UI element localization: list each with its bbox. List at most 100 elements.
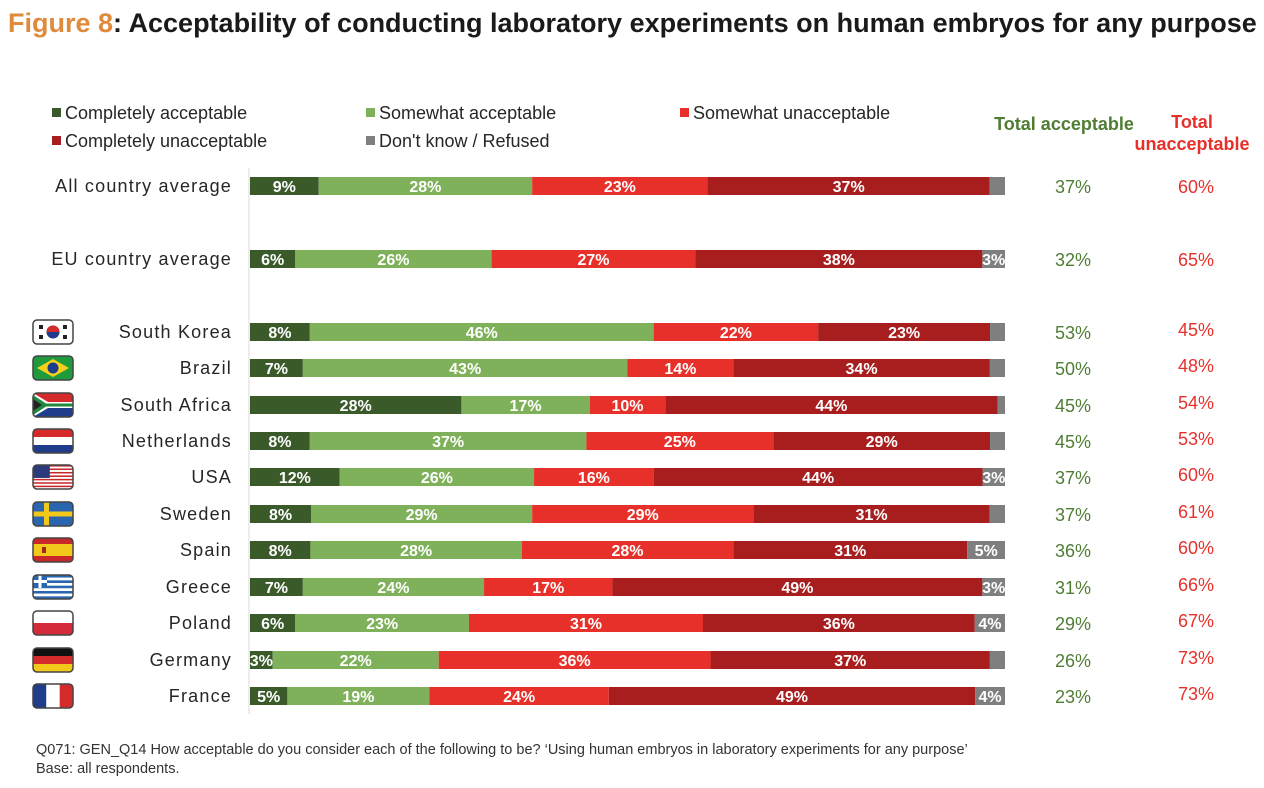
bar-segment-all-country-average-somewhat-unacceptable <box>532 177 708 195</box>
bar-segment-poland-somewhat-unacceptable <box>468 614 703 632</box>
data-label: 9% <box>273 179 296 196</box>
total-acceptable-value: 37% <box>1055 468 1091 488</box>
bar-segment-poland-somewhat-acceptable <box>295 614 469 632</box>
category-label: South Korea <box>119 322 232 342</box>
total-unacceptable-value: 60% <box>1178 538 1214 558</box>
data-label: 36% <box>823 616 855 633</box>
data-label: 23% <box>604 179 636 196</box>
data-label: 28% <box>409 179 441 196</box>
data-label: 24% <box>377 580 409 597</box>
data-label: 3% <box>982 580 1005 597</box>
bar-segment-eu-country-average-somewhat-acceptable <box>295 250 492 268</box>
data-label: 8% <box>269 543 292 560</box>
south-korea-flag <box>32 319 74 345</box>
category-label: Brazil <box>180 358 232 378</box>
data-label: 7% <box>265 361 288 378</box>
bar-segment-netherlands-don-t-know-refused <box>990 432 1005 450</box>
data-label: 29% <box>406 507 438 524</box>
legend-item-completely-unacceptable: Completely unacceptable <box>52 130 267 152</box>
data-label: 49% <box>776 689 808 706</box>
bar-segment-spain-somewhat-acceptable <box>310 541 522 559</box>
legend-swatch <box>366 108 375 117</box>
total-unacceptable-value: 60% <box>1178 177 1214 197</box>
bar-segment-eu-country-average-somewhat-unacceptable <box>491 250 696 268</box>
data-label: 7% <box>265 580 288 597</box>
bar-segment-usa-completely-acceptable <box>250 468 340 486</box>
bar-segment-greece-somewhat-acceptable <box>302 578 485 596</box>
bar-segment-spain-somewhat-unacceptable <box>521 541 734 559</box>
bar-segment-eu-country-average-completely-acceptable <box>250 250 296 268</box>
title-text: : Acceptability of conducting laboratory… <box>113 8 1257 38</box>
bar-segment-usa-completely-unacceptable <box>653 468 983 486</box>
total-unacceptable-value: 66% <box>1178 575 1214 595</box>
bar-segment-all-country-average-don-t-know-refused <box>989 177 1005 195</box>
total-unacceptable-value: 60% <box>1178 465 1214 485</box>
bar-segment-netherlands-completely-unacceptable <box>773 432 991 450</box>
data-label: 37% <box>833 179 865 196</box>
data-label: 23% <box>366 616 398 633</box>
legend-label: Completely acceptable <box>65 103 248 123</box>
data-label: 25% <box>664 434 696 451</box>
data-label: 46% <box>466 325 498 342</box>
bar-segment-eu-country-average-don-t-know-refused <box>982 250 1005 268</box>
spain-flag <box>32 537 74 563</box>
column-header-total-acceptable: Total acceptable <box>994 114 1134 134</box>
south-africa-flag <box>32 392 74 418</box>
bar-segment-germany-completely-unacceptable <box>710 651 990 669</box>
sweden-flag <box>32 501 74 527</box>
legend-swatch <box>366 136 375 145</box>
bar-segment-sweden-don-t-know-refused <box>989 505 1005 523</box>
bar-segment-greece-completely-unacceptable <box>612 578 983 596</box>
data-label: 8% <box>268 325 291 342</box>
data-label: 5% <box>975 543 998 560</box>
bar-segment-all-country-average-completely-unacceptable <box>707 177 990 195</box>
footnote: Q071: GEN_Q14 How acceptable do you cons… <box>36 741 968 779</box>
bar-segment-poland-completely-acceptable <box>250 614 296 632</box>
bar-segment-south-korea-completely-acceptable <box>250 323 310 341</box>
data-label: 10% <box>611 398 643 415</box>
category-label: All country average <box>55 176 232 196</box>
legend-label: Completely unacceptable <box>65 131 268 151</box>
bar-segment-greece-don-t-know-refused <box>982 578 1005 596</box>
data-label: 31% <box>856 507 888 524</box>
bar-segment-spain-completely-unacceptable <box>733 541 968 559</box>
data-label: 38% <box>823 252 855 269</box>
category-label: Netherlands <box>122 431 232 451</box>
bar-segment-france-completely-unacceptable <box>608 687 976 705</box>
bar-segment-france-somewhat-unacceptable <box>429 687 609 705</box>
category-label: Greece <box>166 577 232 597</box>
greece-flag <box>32 574 74 600</box>
data-label: 3% <box>982 470 1005 487</box>
total-unacceptable-value: 48% <box>1178 356 1214 376</box>
data-label: 31% <box>570 616 602 633</box>
bar-segment-brazil-somewhat-acceptable <box>302 359 628 377</box>
bar-segment-brazil-completely-unacceptable <box>733 359 990 377</box>
footnote-base: Base: all respondents. <box>36 761 180 777</box>
data-label: 17% <box>532 580 564 597</box>
data-label: 3% <box>250 653 273 670</box>
bar-segment-greece-somewhat-unacceptable <box>484 578 613 596</box>
bar-segment-france-somewhat-acceptable <box>287 687 430 705</box>
legend-label: Don't know / Refused <box>379 131 550 151</box>
data-label: 3% <box>982 252 1005 269</box>
total-acceptable-value: 50% <box>1055 359 1091 379</box>
category-label: Poland <box>169 613 232 633</box>
data-label: 6% <box>261 252 284 269</box>
bar-segment-france-don-t-know-refused <box>975 687 1005 705</box>
bar-segment-sweden-completely-unacceptable <box>753 505 990 523</box>
bar-segment-south-africa-completely-acceptable <box>250 396 462 414</box>
legend-swatch <box>52 108 61 117</box>
bar-segment-spain-don-t-know-refused <box>967 541 1005 559</box>
bar-segment-south-africa-completely-unacceptable <box>665 396 998 414</box>
data-label: 44% <box>815 398 847 415</box>
data-label: 36% <box>559 653 591 670</box>
total-unacceptable-value: 53% <box>1178 429 1214 449</box>
bar-segment-brazil-don-t-know-refused <box>989 359 1005 377</box>
total-unacceptable-value: 45% <box>1178 320 1214 340</box>
bar-segment-germany-don-t-know-refused <box>989 651 1005 669</box>
bar-segment-poland-don-t-know-refused <box>974 614 1005 632</box>
bar-segment-south-africa-don-t-know-refused <box>997 396 1005 414</box>
total-unacceptable-value: 73% <box>1178 684 1214 704</box>
total-unacceptable-value: 61% <box>1178 502 1214 522</box>
data-label: 29% <box>866 434 898 451</box>
